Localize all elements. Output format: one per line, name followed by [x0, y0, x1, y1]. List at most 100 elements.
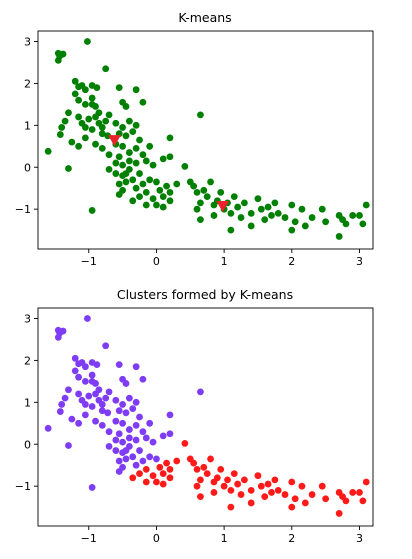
data-point	[142, 466, 150, 473]
data-point	[166, 197, 174, 205]
y-tick-label: −1	[15, 203, 31, 216]
data-point	[268, 489, 275, 496]
data-point	[115, 361, 123, 368]
data-point	[247, 209, 255, 217]
y-tick-label: 1	[24, 396, 31, 409]
x-tick-label: 3	[356, 532, 363, 545]
x-tick-label: −1	[81, 255, 97, 268]
data-point	[146, 419, 154, 427]
data-point	[149, 161, 157, 169]
data-point	[112, 417, 120, 425]
data-point	[159, 470, 167, 477]
data-point	[173, 457, 181, 465]
data-point	[105, 151, 113, 159]
data-point	[342, 497, 350, 505]
data-point	[197, 216, 204, 224]
centroid-marker	[107, 135, 121, 147]
data-point	[102, 117, 110, 125]
data-point	[166, 466, 174, 473]
data-point	[125, 394, 133, 402]
data-point	[166, 134, 174, 142]
data-point	[159, 193, 167, 200]
data-point	[93, 361, 101, 368]
data-point	[132, 121, 140, 129]
chart-kmeans: K-means −1 0 1 2 3 −1 0 1 2 3	[15, 10, 374, 268]
data-point	[122, 170, 130, 177]
data-point	[44, 147, 52, 155]
data-point	[92, 140, 99, 148]
data-point	[359, 497, 367, 505]
data-point	[88, 371, 96, 379]
data-point	[98, 130, 106, 138]
data-point	[210, 212, 218, 219]
data-point	[88, 126, 96, 133]
data-point	[84, 38, 91, 45]
data-point	[88, 94, 96, 102]
data-point	[210, 489, 218, 496]
data-point	[230, 193, 238, 200]
data-point	[142, 157, 150, 165]
data-point	[122, 409, 130, 417]
data-point	[156, 463, 164, 471]
data-point	[71, 354, 79, 362]
data-point	[288, 503, 296, 511]
data-point	[119, 161, 126, 169]
data-point	[132, 159, 140, 167]
data-point	[142, 201, 150, 209]
data-point	[132, 363, 140, 371]
y-tick-label: 3	[24, 312, 31, 325]
data-point	[193, 189, 201, 196]
plot-area: −1 0 1 2 3 −1 0 1 2 3	[15, 307, 374, 545]
data-point	[122, 455, 130, 463]
data-point	[112, 159, 120, 167]
data-point	[132, 461, 140, 469]
data-point	[227, 503, 235, 511]
data-point	[139, 375, 147, 383]
x-tick-label: 1	[221, 532, 228, 545]
data-point	[349, 489, 357, 496]
data-point	[268, 212, 275, 219]
data-point	[193, 205, 201, 213]
data-point	[122, 447, 130, 454]
data-point	[288, 226, 296, 234]
data-point	[139, 428, 147, 436]
data-point	[257, 482, 265, 490]
data-point	[220, 482, 228, 490]
data-point	[92, 103, 99, 110]
data-point	[75, 419, 83, 427]
data-point	[81, 134, 89, 142]
chart-title: Clusters formed by K-means	[117, 287, 293, 302]
data-point	[197, 199, 204, 207]
data-point	[122, 132, 130, 140]
data-point	[129, 197, 137, 205]
data-point	[217, 466, 225, 473]
data-point	[230, 470, 238, 477]
data-point	[105, 388, 113, 396]
x-tick-label: 1	[221, 255, 228, 268]
data-point	[227, 226, 235, 234]
data-point	[65, 442, 72, 449]
data-point	[318, 205, 326, 213]
data-point	[281, 491, 289, 498]
data-point	[156, 186, 164, 194]
y-tick-label: 0	[24, 438, 31, 451]
data-point	[247, 499, 255, 507]
data-point	[105, 165, 113, 173]
data-point	[132, 398, 140, 406]
data-point	[112, 119, 120, 127]
data-point	[271, 476, 279, 484]
data-point	[146, 142, 154, 150]
data-point	[149, 438, 157, 446]
data-point	[102, 394, 110, 402]
data-point	[81, 86, 89, 94]
data-point	[139, 151, 147, 159]
data-point	[197, 493, 204, 501]
data-point	[356, 489, 363, 496]
data-point	[281, 214, 289, 221]
data-point	[139, 98, 147, 106]
data-point	[61, 394, 69, 402]
y-tick-label: 3	[24, 35, 31, 48]
data-point	[102, 342, 110, 350]
data-point	[105, 442, 113, 450]
chart-clusters: Clusters formed by K-means −1 0 1 2 3 −1 0 1 2 3	[15, 287, 374, 545]
